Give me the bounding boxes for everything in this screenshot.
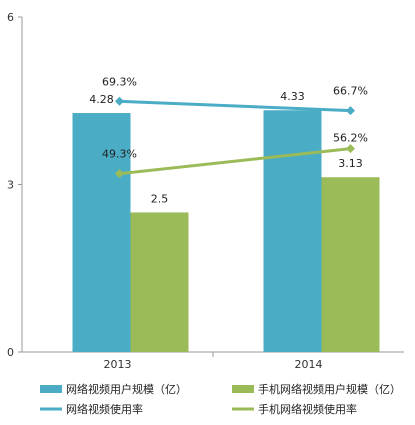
line-series	[119, 147, 351, 176]
bar-value-label: 4.33	[280, 90, 305, 103]
bar	[72, 113, 131, 353]
bar	[263, 110, 322, 352]
x-tick-label: 2014	[295, 358, 323, 371]
legend-label: 手机网络视频使用率	[258, 402, 357, 416]
bar-value-label: 3.13	[338, 157, 363, 170]
line-point	[346, 106, 355, 116]
bar-value-label: 2.5	[151, 192, 169, 205]
bar	[321, 177, 380, 352]
y-tick-label: 0	[7, 346, 14, 359]
x-tick-label: 2013	[104, 358, 132, 371]
line-value-label: 49.3%	[102, 148, 137, 161]
y-tick-label: 3	[7, 179, 14, 192]
legend-swatch	[40, 385, 62, 393]
bars	[72, 110, 380, 353]
legend-label: 手机网络视频用户规模（亿）	[258, 382, 401, 396]
legend-label: 网络视频用户规模（亿）	[66, 382, 187, 396]
line-point	[115, 169, 124, 179]
y-tick-label: 6	[7, 11, 14, 24]
data-labels: 4.28 4.33 2.5 3.13 69.3% 66.7% 49.3% 56.2%	[89, 75, 368, 205]
line-series	[119, 99, 351, 113]
line-value-label: 56.2%	[333, 132, 368, 145]
bar-value-label: 4.28	[89, 93, 114, 106]
line-point	[346, 144, 355, 154]
line-value-label: 66.7%	[333, 85, 368, 98]
legend-swatch	[232, 385, 254, 393]
line-value-label: 69.3%	[102, 75, 137, 88]
legend: 网络视频用户规模（亿） 手机网络视频用户规模（亿） 网络视频使用率 手机网络视频使用率	[40, 382, 401, 416]
bar	[130, 212, 189, 352]
line-point	[115, 96, 124, 106]
lines	[115, 96, 355, 179]
legend-label: 网络视频使用率	[66, 402, 143, 416]
